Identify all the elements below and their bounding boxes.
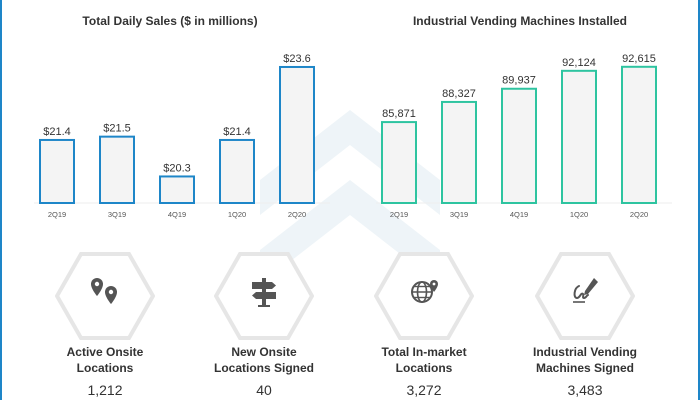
sales-chart-title: Total Daily Sales ($ in millions) xyxy=(82,14,258,28)
x-tick-label: 2Q20 xyxy=(630,210,648,219)
x-tick-label: 1Q20 xyxy=(570,210,588,219)
signature-icon xyxy=(573,278,598,303)
vending-chart-title: Industrial Vending Machines Installed xyxy=(412,14,628,28)
data-label: $20.3 xyxy=(163,162,191,174)
stat-value: 40 xyxy=(256,382,272,398)
globe-pin-icon xyxy=(411,280,438,303)
bar xyxy=(621,65,657,204)
data-label: 92,615 xyxy=(622,53,656,65)
hex-badge xyxy=(214,252,314,340)
bar xyxy=(381,121,417,204)
bar xyxy=(219,138,255,204)
data-label: $21.4 xyxy=(43,126,71,138)
bar xyxy=(561,69,597,204)
data-label: 89,937 xyxy=(502,75,536,87)
signpost-icon xyxy=(252,278,276,307)
bar-charts: $21.4 2Q19 $21.5 3Q19 $20.3 4Q19 $21.4 1Q20 $23.… xyxy=(34,53,672,219)
stat-value: 1,212 xyxy=(87,382,123,398)
data-label: 85,871 xyxy=(382,108,416,120)
stat-label: Active Onsite Locations xyxy=(66,345,144,375)
hex-badge xyxy=(374,252,474,340)
data-label: $21.5 xyxy=(103,123,131,135)
hex-badge xyxy=(535,252,635,340)
hex-badge xyxy=(55,252,155,340)
x-tick-label: 2Q20 xyxy=(288,210,306,219)
stat-value: 3,272 xyxy=(406,382,442,398)
x-tick-label: 2Q19 xyxy=(390,210,408,219)
bar xyxy=(39,138,75,204)
stat-active-onsite: Active Onsite Locations 1,212 xyxy=(40,252,170,398)
x-tick-label: 2Q19 xyxy=(48,210,66,219)
data-label: 88,327 xyxy=(442,88,476,100)
stat-value: 3,483 xyxy=(567,382,603,398)
left-border xyxy=(0,0,2,400)
stat-label: Industrial Vending Machines Signed xyxy=(532,345,637,375)
bar xyxy=(99,135,135,205)
stat-label: Total In-market Locations xyxy=(381,345,467,375)
bar xyxy=(159,175,195,204)
stat-label: New Onsite Locations Signed xyxy=(213,345,314,375)
stat-new-onsite: New Onsite Locations Signed 40 xyxy=(199,252,329,398)
right-border xyxy=(698,0,700,400)
bar xyxy=(501,87,537,204)
data-label: $21.4 xyxy=(223,126,251,138)
data-label: 92,124 xyxy=(562,57,596,69)
stat-vending-signed: Industrial Vending Machines Signed 3,483 xyxy=(520,252,650,398)
bar xyxy=(279,65,315,204)
stat-in-market: Total In-market Locations 3,272 xyxy=(359,252,489,398)
x-tick-label: 3Q19 xyxy=(108,210,126,219)
x-tick-label: 1Q20 xyxy=(228,210,246,219)
x-tick-label: 4Q19 xyxy=(168,210,186,219)
x-tick-label: 4Q19 xyxy=(510,210,528,219)
bar xyxy=(441,100,477,204)
data-label: $23.6 xyxy=(283,53,311,65)
x-tick-label: 3Q19 xyxy=(450,210,468,219)
map-pins-icon xyxy=(91,278,117,304)
